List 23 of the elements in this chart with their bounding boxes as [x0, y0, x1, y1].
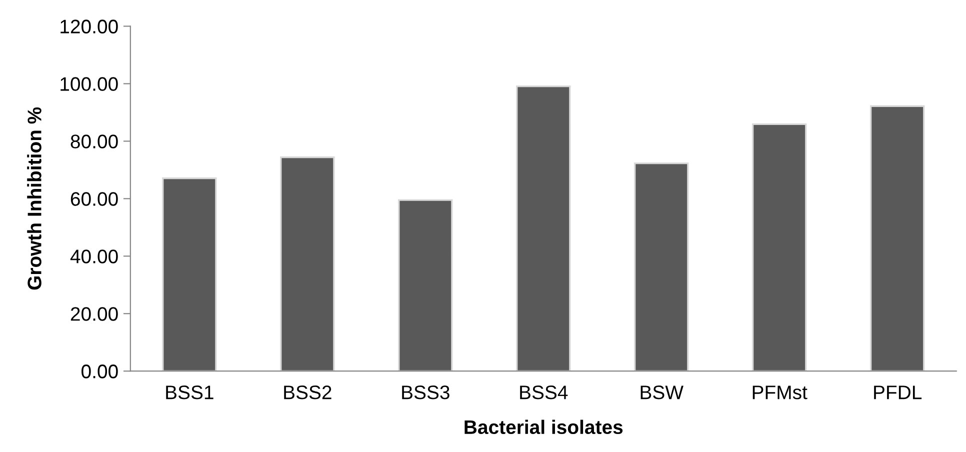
x-tick-label: BSS1: [166, 385, 214, 400]
x-tick-label: BSW: [640, 385, 684, 400]
x-tick-label: PFMst: [752, 386, 808, 400]
x-tick-label: PFDL: [874, 386, 922, 400]
y-tick-label: 80.00: [70, 134, 118, 148]
x-tick-label: BSS3: [402, 385, 450, 400]
bar: [398, 199, 453, 372]
bar: [280, 156, 335, 372]
y-tick-label: 60.00: [70, 192, 118, 206]
x-tick-label: BSS4: [520, 385, 568, 400]
x-axis-title: Bacterial isolates: [464, 420, 623, 434]
y-tick-label: 120.00: [60, 20, 118, 34]
y-tick-label: 20.00: [70, 307, 118, 321]
bar: [516, 85, 571, 372]
bar: [634, 162, 689, 372]
y-tick-label: 0.00: [82, 364, 118, 378]
bar: [752, 123, 807, 372]
bar: [162, 177, 217, 372]
bar: [870, 105, 925, 372]
y-tick-label: 100.00: [60, 77, 118, 91]
y-tick-label: 40.00: [70, 250, 118, 264]
x-tick-label: BSS2: [284, 385, 332, 400]
y-axis-title: Growth Inhibition %: [27, 107, 42, 290]
